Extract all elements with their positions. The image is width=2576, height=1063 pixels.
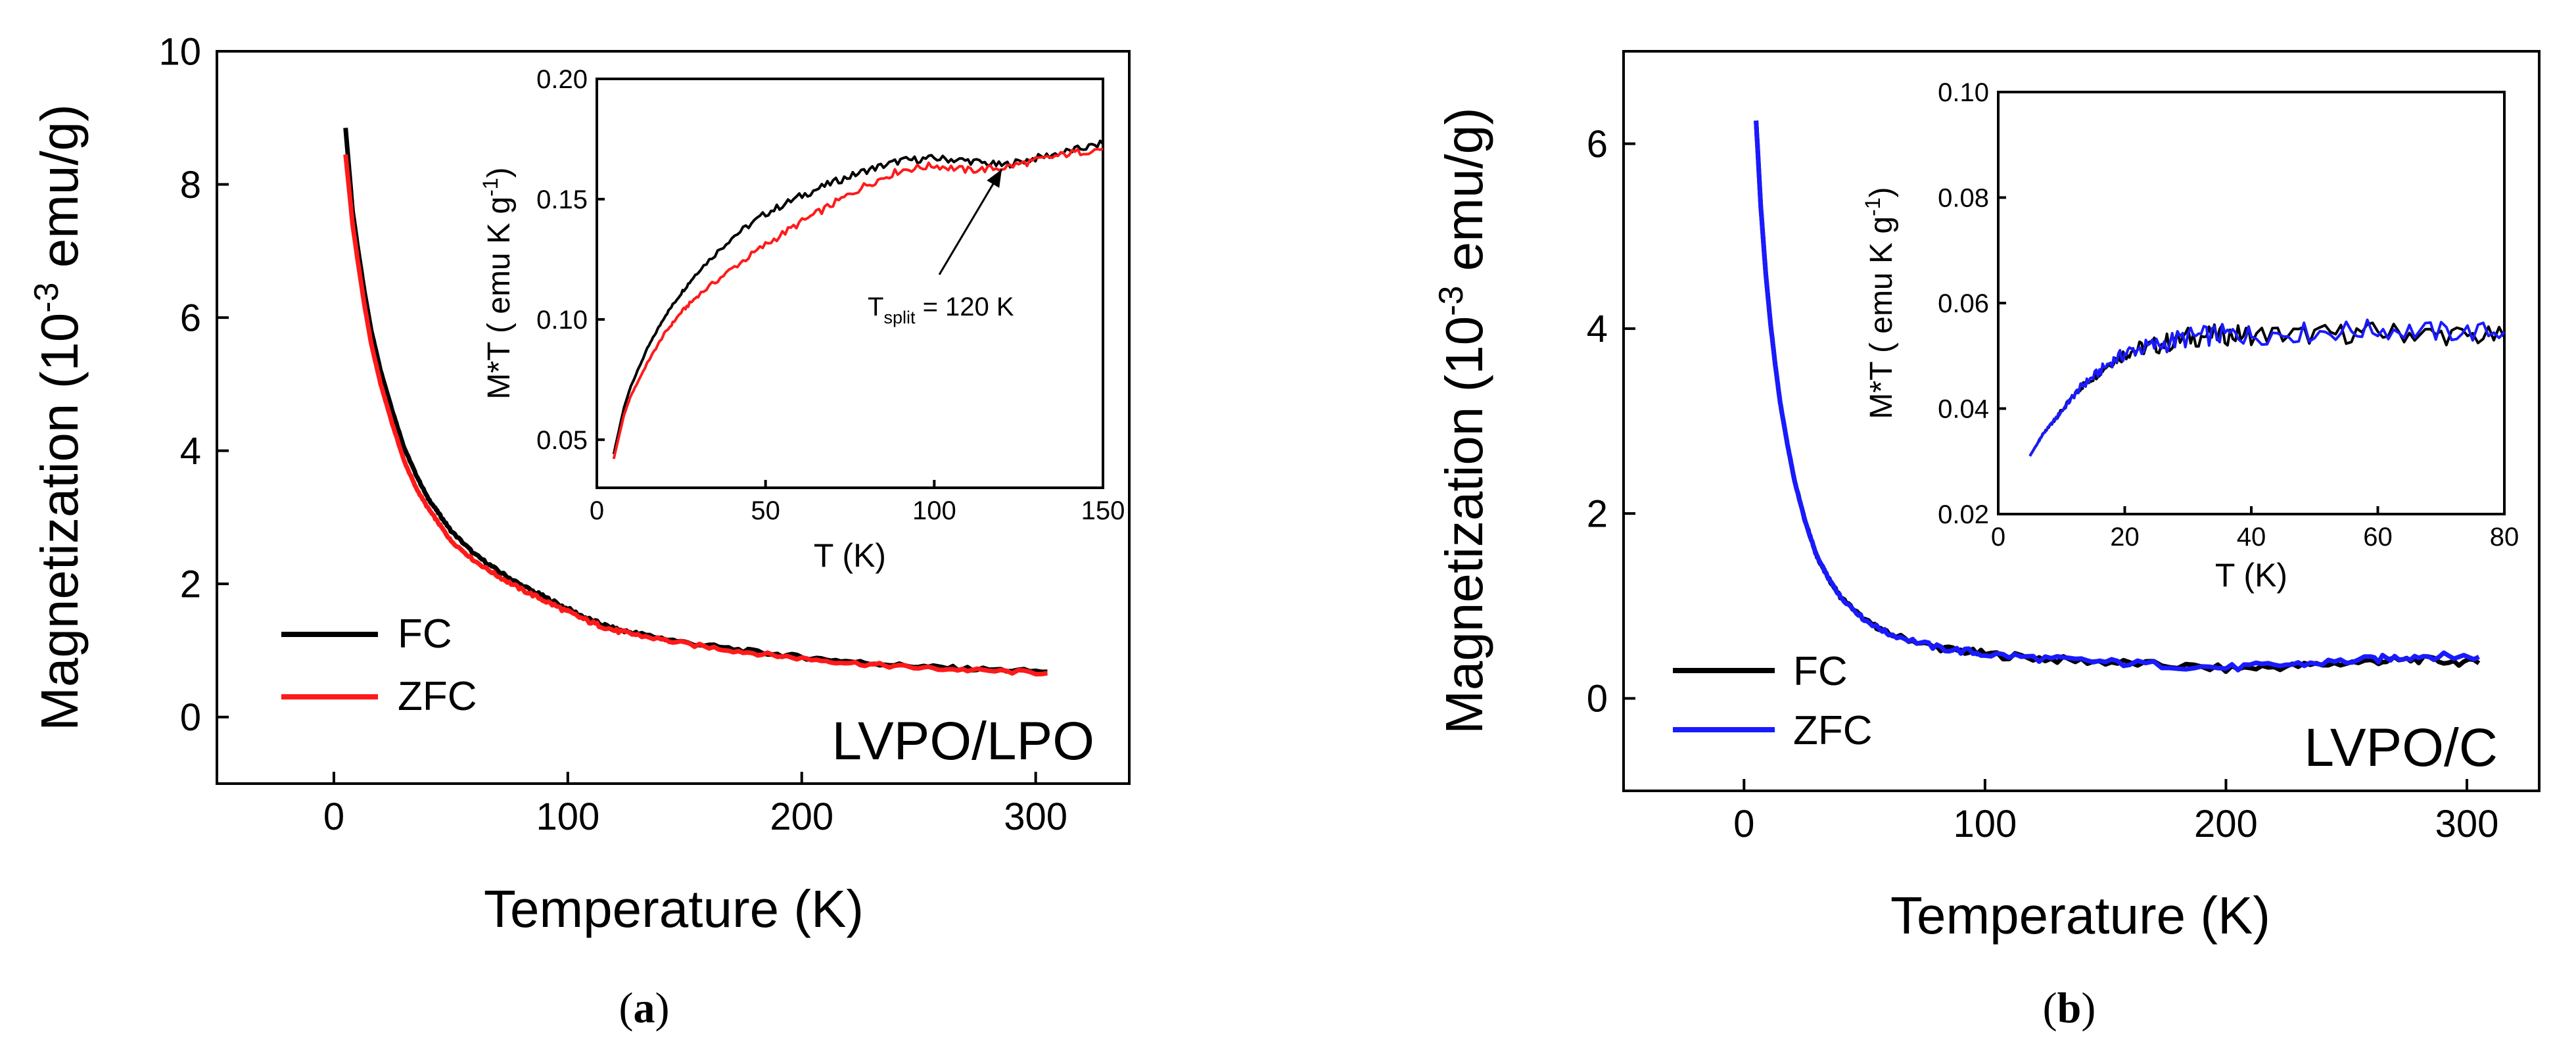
- series-line-zfc: [343, 154, 1048, 676]
- y-tick-label: 0.08: [1938, 184, 1989, 213]
- y-tick-label: 0.20: [536, 65, 588, 94]
- x-axis-label-b: Temperature (K): [1890, 886, 2270, 945]
- x-tick-label: 80: [2490, 523, 2519, 552]
- sample-label-a: LVPO/LPO: [831, 711, 1094, 771]
- x-tick-label: 0: [590, 496, 604, 525]
- y-tick-label: 0.06: [1938, 289, 1989, 318]
- y-tick-label: 4: [180, 430, 201, 473]
- legend-zfc-label-b: ZFC: [1793, 708, 1873, 753]
- x-tick-label: 200: [770, 795, 833, 838]
- x-tick-label: 60: [2363, 523, 2393, 552]
- legend-fc-label-b: FC: [1793, 649, 1848, 694]
- panel-a: 0 100 200 300 0 2 4 6 8 10 Magnetization (10-3 em…: [28, 30, 1131, 1032]
- inset-y-axis-label-b: M*T ( emu K g-1): [1861, 187, 1899, 419]
- y-tick-label: 4: [1587, 308, 1608, 350]
- inset-series-a: [612, 139, 1104, 460]
- series-line-zfc: [612, 147, 1104, 460]
- legend-fc-label-a: FC: [398, 611, 452, 657]
- caption-b: (b): [2043, 984, 2096, 1032]
- series-b: [1754, 120, 2481, 674]
- tsplit-annotation: Tsplit = 120 K: [868, 293, 1014, 327]
- inset-a: 0 50 100 150 0.05 0.10 0.15 0.20 M*T ( emu K g-…: [479, 65, 1125, 574]
- series-line-fc: [612, 139, 1104, 455]
- y-axis-label-a: Magnetization (10-3 emu/g): [28, 104, 89, 730]
- series-line-fc: [343, 128, 1048, 674]
- caption-a: (a): [619, 984, 670, 1032]
- y-tick-label: 10: [158, 30, 201, 73]
- x-tick-label: 0: [1733, 803, 1754, 845]
- x-tick-label: 50: [751, 496, 780, 525]
- plot-frame-b: [1622, 50, 2541, 792]
- axis-ticks-a: 0 100 200 300 0 2 4 6 8 10: [158, 30, 1067, 838]
- x-tick-label: 0: [1991, 523, 2005, 552]
- inset-y-axis-label-a: M*T ( emu K g-1): [479, 168, 517, 400]
- x-tick-label: 40: [2237, 523, 2266, 552]
- x-tick-label: 300: [2435, 803, 2499, 845]
- x-tick-label: 100: [1953, 803, 2017, 845]
- sample-label-b: LVPO/C: [2304, 718, 2498, 778]
- legend-zfc-label-a: ZFC: [398, 674, 477, 719]
- y-tick-label: 0: [1587, 678, 1608, 720]
- arrow-shaft: [938, 168, 1003, 275]
- plot-frame-a: [216, 50, 1131, 785]
- x-tick-label: 100: [912, 496, 956, 525]
- y-tick-label: 0.02: [1938, 500, 1989, 529]
- y-tick-label: 6: [1587, 123, 1608, 166]
- x-axis-label-a: Temperature (K): [484, 880, 864, 938]
- y-tick-label: 0.10: [1938, 78, 1989, 107]
- x-tick-label: 300: [1004, 795, 1067, 838]
- arrow-head: [987, 169, 1002, 188]
- inset-axis-ticks-a: 0 50 100 150 0.05 0.10 0.15 0.20: [536, 65, 1125, 525]
- y-tick-label: 0.05: [536, 426, 588, 455]
- y-tick-label: 2: [1587, 492, 1608, 535]
- series-a: [343, 128, 1048, 676]
- tsplit-arrow: [938, 168, 1003, 275]
- y-tick-label: 0.10: [536, 306, 588, 335]
- y-tick-label: 0.15: [536, 185, 588, 214]
- x-tick-label: 20: [2110, 523, 2140, 552]
- inset-axis-ticks-b: 0 20 40 60 80 0.02 0.04 0.06 0.08 0.10: [1938, 78, 2519, 552]
- inset-frame-a: [596, 78, 1104, 489]
- x-tick-label: 150: [1081, 496, 1125, 525]
- x-tick-label: 200: [2194, 803, 2258, 845]
- y-tick-label: 6: [180, 296, 201, 339]
- y-tick-label: 8: [180, 164, 201, 206]
- inset-frame-b: [1997, 91, 2506, 515]
- y-tick-label: 0.04: [1938, 395, 1989, 424]
- x-tick-label: 0: [323, 795, 344, 838]
- y-tick-label: 2: [180, 563, 201, 605]
- inset-series-b: [2028, 318, 2506, 457]
- series-line-zfc: [2028, 318, 2506, 457]
- x-tick-label: 100: [536, 795, 599, 838]
- series-line-zfc: [1754, 120, 2480, 673]
- y-axis-label-b: Magnetization (10-3 emu/g): [1432, 107, 1493, 734]
- inset-b: 0 20 40 60 80 0.02 0.04 0.06 0.08 0.10 M*T ( emu …: [1861, 78, 2519, 594]
- inset-x-axis-label-b: T (K): [2215, 557, 2287, 594]
- inset-x-axis-label-a: T (K): [814, 537, 886, 574]
- y-tick-label: 0: [180, 696, 201, 739]
